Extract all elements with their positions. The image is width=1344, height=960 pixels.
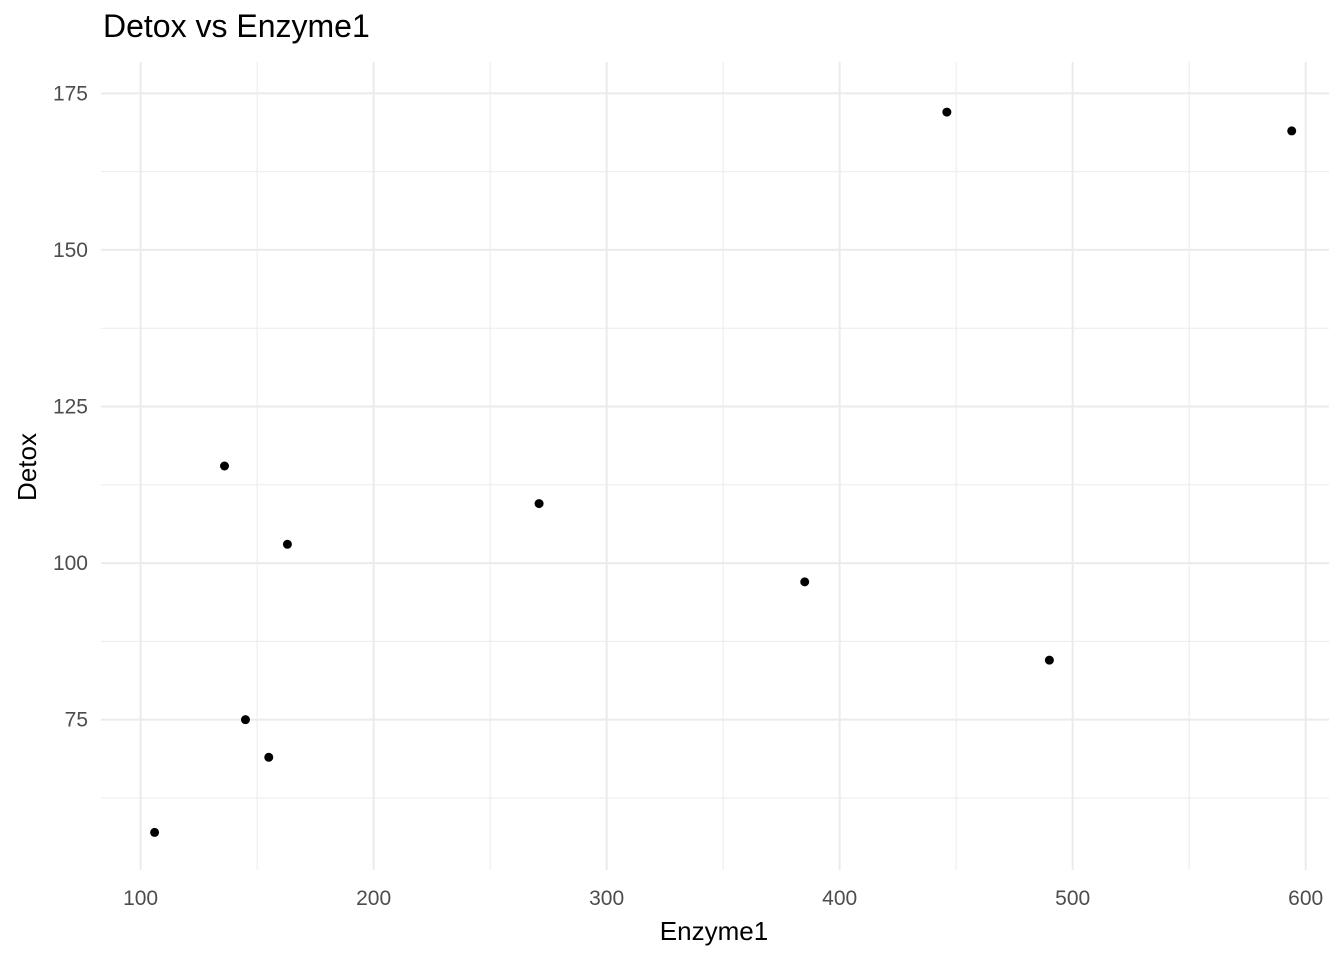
x-tick-label: 300 (589, 887, 624, 910)
y-tick-label: 150 (53, 239, 88, 262)
x-axis-title: Enzyme1 (660, 916, 768, 946)
x-tick-label: 200 (356, 887, 391, 910)
x-axis-ticks: 100 200 300 400 500 600 (123, 887, 1323, 910)
data-points (150, 107, 1297, 837)
data-point (800, 577, 810, 587)
y-tick-label: 175 (53, 82, 88, 105)
data-point (942, 107, 952, 117)
x-tick-label: 400 (822, 887, 857, 910)
y-tick-label: 100 (53, 552, 88, 575)
major-gridlines (101, 62, 1329, 870)
x-tick-label: 100 (123, 887, 158, 910)
chart-title: Detox vs Enzyme1 (103, 8, 370, 44)
data-point (282, 539, 292, 549)
y-tick-label: 125 (53, 395, 88, 418)
x-tick-label: 600 (1288, 887, 1323, 910)
data-point (219, 461, 229, 471)
data-point (240, 715, 250, 725)
data-point (264, 752, 274, 762)
data-point (150, 827, 160, 837)
data-point (534, 499, 544, 509)
x-tick-label: 500 (1055, 887, 1090, 910)
data-point (1044, 655, 1054, 665)
y-tick-label: 75 (65, 709, 88, 732)
data-point (1287, 126, 1297, 136)
minor-gridlines (101, 62, 1329, 870)
y-axis-ticks: 75 100 125 150 175 (53, 82, 88, 731)
y-axis-title: Detox (12, 433, 42, 501)
